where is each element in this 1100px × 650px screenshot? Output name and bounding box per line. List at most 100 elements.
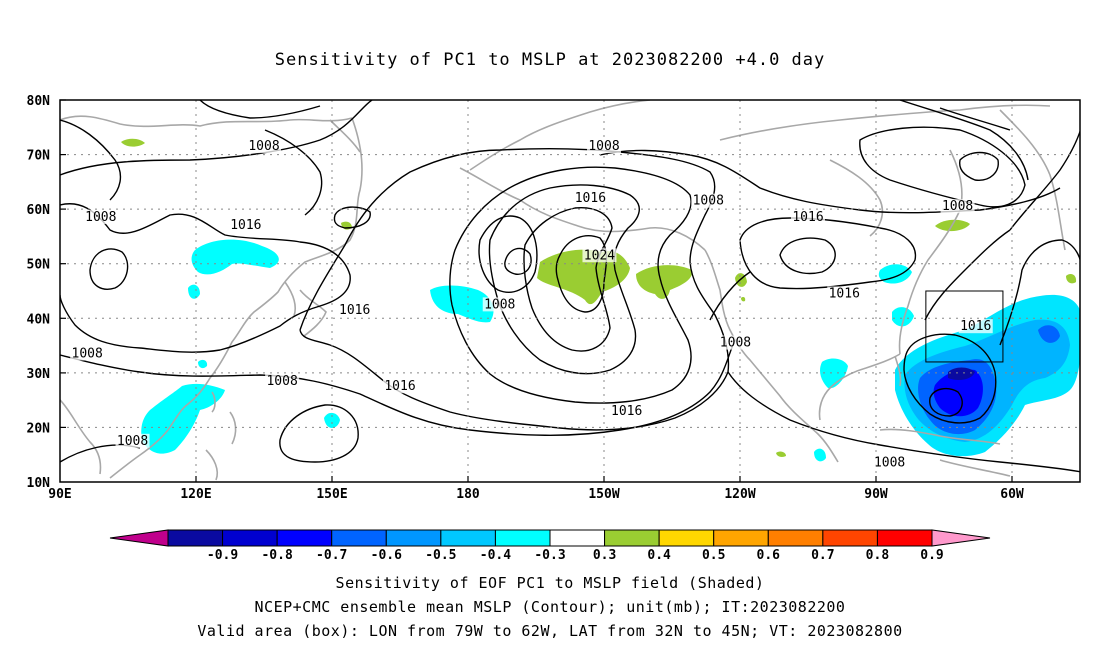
coastline-greenland [999, 109, 1066, 251]
colorbar-label: 0.4 [647, 548, 671, 563]
lat-label: 80N [27, 94, 51, 109]
valid-area-box [925, 290, 1004, 363]
shade-positive-atlantic [1066, 274, 1077, 284]
contour-label: 1008 [117, 434, 148, 449]
contour-label-bg [958, 319, 993, 334]
colorbar-cell [385, 529, 442, 547]
colorbar-label: -0.9 [207, 548, 238, 563]
colorbar-cells [167, 529, 933, 547]
lon-label: 180 [456, 487, 480, 502]
contour-label-bg [573, 190, 608, 205]
lon-label: 120E [180, 487, 211, 502]
coastline-alaska [459, 167, 706, 251]
contour-label: 1008 [484, 297, 515, 312]
contour-siberia-low [199, 100, 321, 119]
coastline-asia-east [167, 117, 363, 431]
colorbar-high-triangle [931, 529, 991, 547]
colorbar-label: 0.8 [866, 548, 890, 563]
coastline-gulf-of-mexico [818, 353, 901, 421]
longitude-labels: 90E 120E 150E 180 150W 120W 90W 60W [48, 487, 1024, 502]
contour-label-bg [872, 455, 907, 470]
contour-north-america-1008 [727, 371, 1080, 473]
contour-label-bg [718, 335, 753, 350]
contour-label-bg [582, 248, 617, 263]
colorbar-label: -0.4 [480, 548, 511, 563]
contour-asia-south [60, 339, 736, 436]
contour-label-bg [609, 403, 644, 418]
colorbar-cell [494, 529, 551, 547]
shade-negative-china-coast [188, 284, 200, 299]
contour-label: 1024 [584, 248, 615, 263]
colorbar-label: -0.5 [425, 548, 456, 563]
contour-label: 1008 [248, 139, 279, 154]
colorbar-cell [876, 529, 933, 547]
contour-label-bg [383, 379, 417, 394]
contour-atlantic-high [924, 229, 1011, 321]
contour-north-america-mid [709, 271, 751, 321]
lat-label: 10N [27, 476, 51, 491]
colorbar-cell [549, 529, 606, 547]
colorbar-cell [713, 529, 769, 547]
colorbar-label: 0.3 [593, 548, 616, 563]
contour-labels: 1008 1008 1016 1016 1008 1008 1016 1008 1008 1016… [70, 139, 993, 471]
lon-label: 90E [48, 487, 71, 502]
lat-label: 50N [27, 258, 51, 273]
shade-negative-west-pacific [324, 412, 340, 428]
colorbar-cell [276, 529, 333, 547]
contour-west-asia-north [60, 119, 122, 201]
coastline-philippines [229, 411, 237, 445]
contour-label-bg [940, 199, 975, 214]
contour-pacific-small-low [504, 247, 532, 275]
shade-positive-siberia [121, 138, 145, 147]
colorbar-label: 0.9 [920, 548, 943, 563]
coastline-caribbean [879, 428, 1001, 445]
contour-label-bg [265, 373, 300, 388]
contour-pacific-1016 [488, 184, 640, 375]
colorbar-cell [604, 529, 660, 547]
lat-label: 20N [27, 421, 51, 436]
contour-label: 1008 [874, 456, 905, 471]
colorbar-label: 0.6 [757, 548, 781, 563]
contour-bering-low [333, 206, 371, 229]
contour-label: 1016 [829, 286, 860, 301]
contour-canada-arctic-low [899, 100, 1029, 181]
contour-label-bg [791, 210, 825, 225]
contour-label-bg [482, 297, 517, 312]
contour-canada-north-low [859, 126, 1026, 208]
contour-canada-1008 [599, 149, 1061, 214]
shade-negative-atlantic-peak [948, 367, 975, 380]
colorbar-label: -0.7 [316, 548, 347, 563]
shade-negative-philippine-sea [198, 359, 208, 369]
contour-canada-1016 [739, 217, 917, 290]
colorbar-label: -0.3 [534, 548, 565, 563]
contour-asia-small-low [89, 248, 129, 290]
lon-label: 60W [1000, 487, 1024, 502]
colorbar-labels: -0.9 -0.8 -0.7 -0.6 -0.5 -0.4 -0.3 0.3 0.4 0.5 0.6… [207, 548, 944, 563]
contour-atlantic-low-inner [929, 387, 963, 417]
caption-line-2: NCEP+CMC ensemble mean MSLP (Contour); u… [254, 598, 846, 616]
lon-label: 150E [316, 487, 347, 502]
contour-label-bg [83, 210, 118, 225]
contour-label: 1008 [693, 194, 724, 209]
lat-label: 30N [27, 367, 51, 382]
contour-label: 1008 [85, 210, 116, 225]
contour-label: 1016 [230, 218, 261, 233]
contour-label-bg [70, 346, 105, 361]
contour-pacific-1020 [523, 207, 613, 352]
coastlines [60, 100, 1066, 481]
contour-canada-inner-low [779, 237, 836, 275]
shade-negative-great-lakes [878, 264, 912, 284]
colorbar-label: -0.6 [371, 548, 402, 563]
lon-label: 150W [588, 487, 619, 502]
contour-label-bg [228, 218, 263, 233]
shade-negative-central-pacific [430, 285, 494, 323]
caption-line-3: Valid area (box): LON from 79W to 62W, L… [197, 622, 903, 640]
shade-negative-caribbean [814, 448, 826, 462]
contour-label-bg [115, 433, 150, 448]
colorbar-cell [167, 529, 224, 547]
contour-label-bg [691, 193, 726, 208]
lon-label: 90W [864, 487, 888, 502]
colorbar-low-triangle [109, 529, 169, 547]
grid-lines [60, 100, 1080, 482]
